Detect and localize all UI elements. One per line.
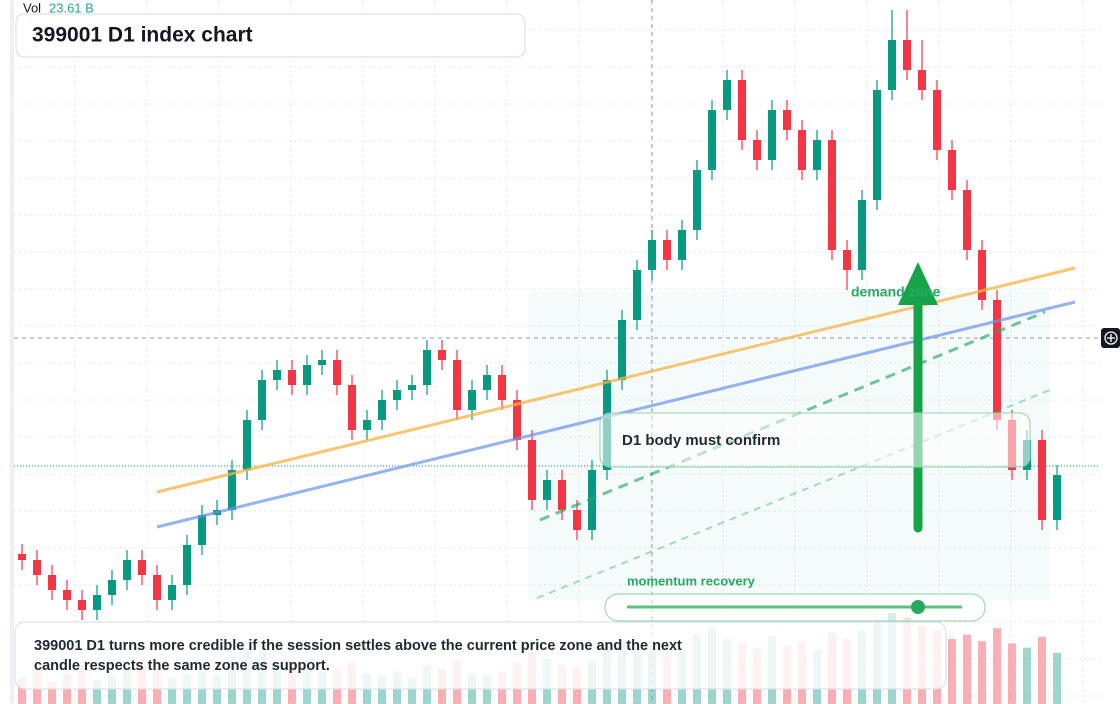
candle-body: [888, 40, 896, 90]
volume-bar: [993, 628, 1001, 704]
volume-bar: [48, 682, 56, 704]
zone-label: demand zone: [851, 284, 941, 300]
candle-body: [963, 190, 971, 250]
volume-bar: [1008, 643, 1016, 704]
plus-icon: [1104, 331, 1118, 345]
candle-body: [693, 170, 701, 230]
candle-body: [543, 480, 551, 500]
candle-body: [783, 110, 791, 130]
candle-body: [558, 480, 566, 510]
volume-bar: [168, 678, 176, 704]
candle-body: [453, 360, 461, 410]
candle-layer: [18, 10, 1061, 620]
note-box: [14, 621, 947, 690]
candle-body: [978, 250, 986, 300]
volume-bar: [408, 678, 416, 704]
candle-body: [903, 40, 911, 70]
candle-body: [828, 140, 836, 250]
candle-body: [468, 390, 476, 410]
candle-body: [618, 320, 626, 380]
candle-body: [78, 600, 86, 610]
candle-body: [438, 350, 446, 360]
candle-body: [18, 554, 26, 560]
confirm-label: D1 body must confirm: [622, 432, 780, 449]
confirm-callout: [599, 412, 1031, 468]
arrow-head: [898, 262, 938, 305]
candle-body: [48, 575, 56, 590]
note-text: 399001 D1 turns more credible if the ses…: [34, 638, 682, 674]
candle-body: [423, 350, 431, 385]
candle-body: [258, 380, 266, 420]
candle-body: [363, 420, 371, 430]
candle-body: [738, 80, 746, 140]
candle-body: [1053, 475, 1061, 520]
title-box: [15, 13, 526, 58]
candle-body: [858, 200, 866, 270]
slider-knob: [911, 600, 925, 614]
candle-body: [378, 400, 386, 420]
candle-body: [273, 370, 281, 380]
candle-body: [138, 560, 146, 575]
volume-bar: [213, 675, 221, 704]
chart-title: 399001 D1 index chart: [32, 24, 253, 47]
candle-body: [723, 80, 731, 110]
candle-body: [1038, 440, 1046, 520]
momentum-label: momentum recovery: [627, 573, 756, 588]
candle-body: [633, 270, 641, 320]
volume-bar: [1023, 647, 1031, 704]
candle-body: [33, 560, 41, 575]
candle-body: [168, 585, 176, 600]
candle-body: [108, 580, 116, 595]
candle-body: [318, 360, 326, 365]
volume-bar: [483, 675, 491, 704]
candle-body: [573, 510, 581, 530]
volume-bar: [1053, 652, 1061, 704]
left-edge: [10, 0, 14, 704]
candle-body: [678, 230, 686, 260]
candle-body: [123, 560, 131, 580]
candle-body: [843, 250, 851, 270]
candle-body: [93, 595, 101, 610]
candle-body: [498, 375, 506, 400]
volume-bar: [108, 675, 116, 704]
candle-body: [198, 515, 206, 545]
candle-body: [948, 150, 956, 190]
candle-body: [153, 575, 161, 600]
candle-body: [393, 390, 401, 400]
candle-body: [648, 240, 656, 270]
candle-body: [708, 110, 716, 170]
candle-body: [753, 140, 761, 160]
volume-bar: [378, 675, 386, 704]
candle-body: [303, 365, 311, 385]
candle-body: [933, 90, 941, 150]
volume-bar: [978, 641, 986, 704]
volume-label: Vol: [23, 0, 41, 15]
candle-body: [63, 590, 71, 600]
volume-bar: [93, 680, 101, 704]
candle-body: [333, 360, 341, 385]
candle-body: [813, 140, 821, 170]
candle-body: [348, 385, 356, 430]
volume-value: 23.61 B: [49, 0, 94, 15]
note-container: 399001 D1 turns more credible if the ses…: [34, 638, 682, 674]
candle-body: [798, 130, 806, 170]
candle-body: [768, 110, 776, 160]
candle-body: [183, 545, 191, 585]
candle-body: [408, 385, 416, 390]
volume-bar: [963, 634, 971, 704]
candle-body: [228, 470, 236, 510]
candle-body: [483, 375, 491, 390]
candle-body: [513, 400, 521, 440]
candle-body: [663, 240, 671, 260]
volume-bar: [1038, 636, 1046, 704]
volume-bar: [18, 678, 26, 704]
candle-body: [243, 420, 251, 470]
candle-body: [918, 70, 926, 90]
candle-body: [528, 440, 536, 500]
candle-body: [288, 370, 296, 385]
candle-body: [993, 300, 1001, 420]
candle-body: [873, 90, 881, 200]
volume-bar: [948, 639, 956, 704]
